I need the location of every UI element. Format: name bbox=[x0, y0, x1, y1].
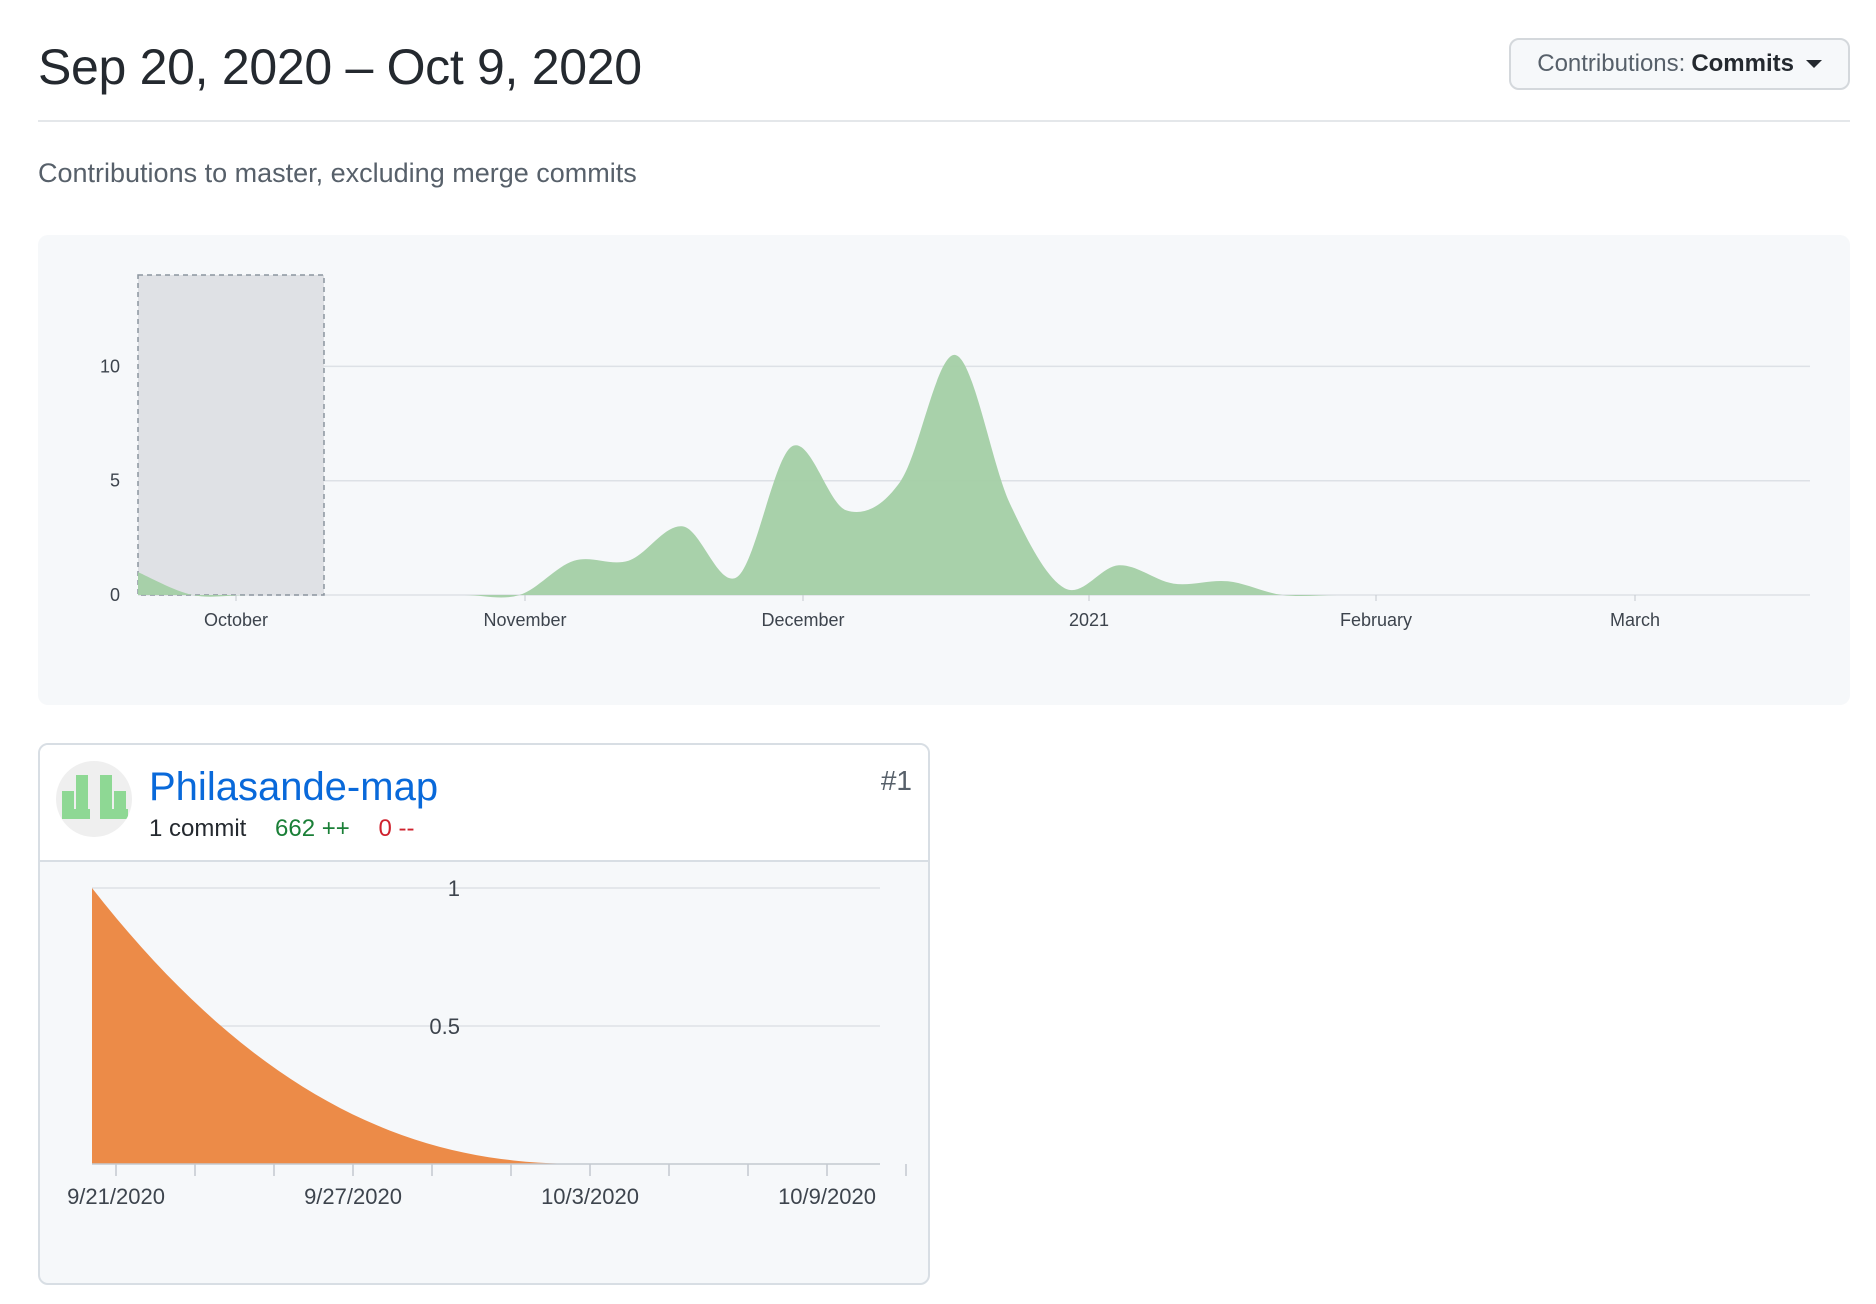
x-tick-label: October bbox=[204, 610, 268, 630]
x-tick-label: December bbox=[761, 610, 844, 630]
x-tick-label: 9/21/2020 bbox=[67, 1184, 165, 1209]
deletions-count: 0 -- bbox=[378, 815, 415, 842]
contributions-dropdown-button[interactable]: Contributions: Commits bbox=[1509, 38, 1850, 90]
selection-brush bbox=[137, 274, 325, 596]
x-tick-label: 10/9/2020 bbox=[778, 1184, 876, 1209]
x-tick-label: 10/3/2020 bbox=[541, 1184, 639, 1209]
x-tick-label: 2021 bbox=[1069, 610, 1109, 630]
contributions-area bbox=[138, 354, 1610, 598]
contributions-value: Commits bbox=[1691, 50, 1794, 77]
commits-area bbox=[92, 888, 880, 1164]
contributor-stats: 1 commit 662 ++ 0 -- bbox=[149, 815, 414, 843]
contributor-rank: #1 bbox=[880, 765, 912, 796]
contributor-name-link[interactable]: Philasande-map bbox=[149, 765, 439, 809]
contributions-label: Contributions: bbox=[1537, 50, 1686, 77]
commit-count-link[interactable]: 1 commit bbox=[149, 815, 247, 842]
main-contributions-chart[interactable]: 0 5 10 October November December 2021 February M… bbox=[38, 235, 1850, 705]
chart-subtitle: Contributions to master, excluding merge… bbox=[38, 158, 637, 188]
x-tick-label: November bbox=[483, 610, 566, 630]
page-title: Sep 20, 2020 – Oct 9, 2020 bbox=[38, 39, 642, 95]
x-tick-label: February bbox=[1340, 610, 1412, 630]
y-tick-label: 5 bbox=[110, 471, 120, 491]
y-tick-label: 0 bbox=[110, 585, 120, 605]
x-tick-label: March bbox=[1610, 610, 1660, 630]
contributor-card: Philasande-map 1 commit 662 ++ 0 -- #1 0… bbox=[38, 743, 930, 1285]
avatar[interactable] bbox=[56, 761, 132, 837]
contributor-chart-svg: 0.5 1 9/21/2020 9/27/2020 10/3/2020 10/9/2020 bbox=[67, 876, 907, 1209]
contributor-card-header: Philasande-map 1 commit 662 ++ 0 -- #1 bbox=[40, 745, 928, 862]
contributor-chart: 0.5 1 9/21/2020 9/27/2020 10/3/2020 10/9/2020 bbox=[40, 862, 928, 1283]
additions-count: 662 ++ bbox=[275, 815, 350, 842]
main-chart-svg[interactable]: 0 5 10 October November December 2021 February M… bbox=[38, 235, 1850, 705]
y-tick-label: 0.5 bbox=[429, 1014, 460, 1039]
caret-down-icon bbox=[1806, 60, 1822, 68]
y-tick-label: 1 bbox=[448, 876, 460, 901]
y-tick-label: 10 bbox=[100, 356, 120, 376]
identicon-icon bbox=[62, 775, 128, 819]
x-tick-label: 9/27/2020 bbox=[304, 1184, 402, 1209]
page-header: Sep 20, 2020 – Oct 9, 2020 Contributions… bbox=[38, 30, 1850, 122]
